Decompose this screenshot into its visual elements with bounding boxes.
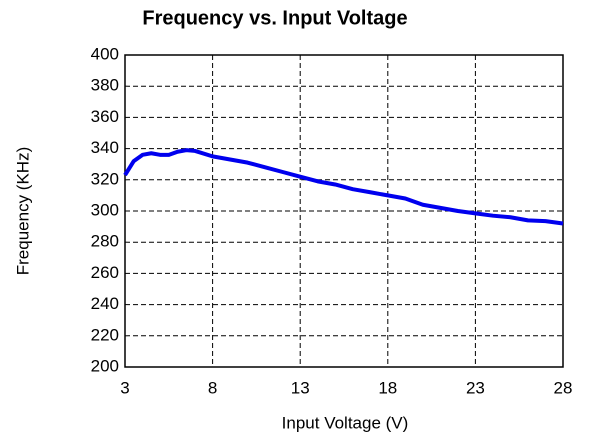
y-tick-label: 400 [91,44,119,63]
x-tick-label: 23 [466,378,485,397]
x-tick-label: 3 [120,378,129,397]
y-axis-label: Frequency (KHz) [13,147,32,275]
y-tick-label: 200 [91,356,119,375]
y-tick-label: 280 [91,232,119,251]
x-tick-label: 18 [378,378,397,397]
x-tick-label: 8 [208,378,217,397]
y-tick-label: 360 [91,107,119,126]
y-tick-label: 320 [91,169,119,188]
data-line [123,148,564,226]
y-tick-label: 260 [91,263,119,282]
chart-title: Frequency vs. Input Voltage [142,7,407,29]
plot-border [124,54,564,368]
x-tick-label: 28 [554,378,573,397]
y-tick-label: 380 [91,76,119,95]
y-tick-label: 340 [91,138,119,157]
x-tick-label: 13 [291,378,310,397]
y-tick-label: 300 [91,200,119,219]
y-tick-label: 240 [91,294,119,313]
x-axis-label: Input Voltage (V) [282,413,409,432]
y-tick-label: 220 [91,325,119,344]
